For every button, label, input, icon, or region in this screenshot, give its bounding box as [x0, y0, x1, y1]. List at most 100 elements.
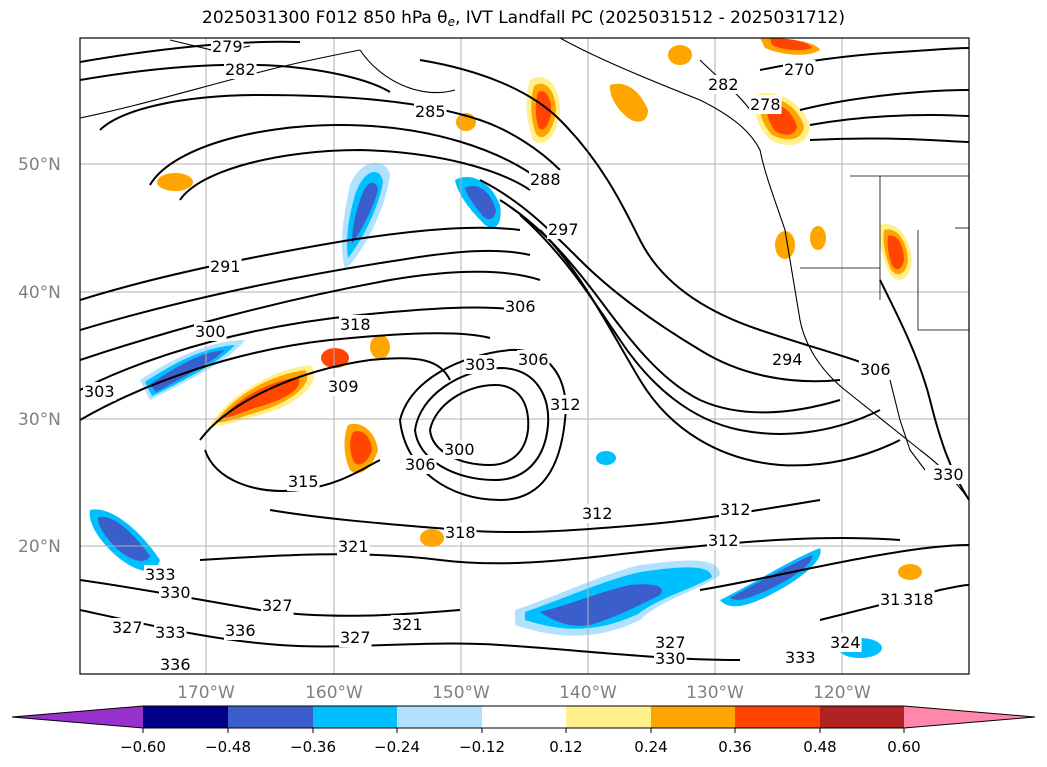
contour-labels: 279 282 285 288 291 297 306 300 303 318 …: [83, 37, 965, 674]
contour-label: 333: [155, 623, 186, 642]
contour-label: 300: [444, 440, 475, 459]
contour-label: 327: [340, 628, 371, 647]
latitude-labels: 50°N 40°N 30°N 20°N: [18, 155, 61, 557]
colorbar-tick-label: 0.60: [887, 738, 920, 756]
contour-label-halo: [529, 170, 562, 189]
colorbar-cell-extend-low: [12, 706, 143, 728]
colorbar: −0.60 −0.48 −0.36 −0.24 −0.12 0.12 0.24 …: [11, 705, 1036, 756]
contour-label: 306: [860, 360, 891, 379]
longitude-labels: 170°W 160°W 150°W 140°W 130°W 120°W: [177, 683, 871, 703]
contour-label: 306: [405, 455, 436, 474]
lon-label: 150°W: [432, 683, 490, 703]
contour-label-halo: [159, 583, 192, 602]
contour-label-halo: [859, 360, 892, 379]
contour-label: 336: [225, 621, 256, 640]
contour-label-halo: [783, 60, 816, 79]
contour-label-halo: [414, 102, 447, 121]
contour-label: 318: [340, 315, 371, 334]
colorbar-cell: [143, 706, 228, 728]
graticule: [80, 38, 969, 674]
contour-label: 330: [933, 465, 964, 484]
contour-label: 291: [210, 257, 241, 276]
contour-label: 333: [785, 648, 816, 667]
colorbar-cell: [820, 706, 904, 728]
contour-label: 318: [445, 523, 476, 542]
contour-label-halo: [154, 623, 187, 642]
lon-label: 140°W: [559, 683, 617, 703]
lat-label: 40°N: [18, 283, 61, 303]
contour-label: 327: [262, 596, 293, 615]
contour-label: 312: [582, 504, 613, 523]
contour-label-halo: [784, 648, 817, 667]
colorbar-ticks: [142, 728, 905, 733]
map-frame: [79, 37, 970, 675]
contour-label: 300: [195, 322, 226, 341]
colorbar-tick-label: −0.48: [205, 738, 251, 756]
contour-label-halo: [404, 455, 437, 474]
contour-label: 306: [505, 297, 536, 316]
contour-label-halo: [707, 531, 740, 550]
colorbar-tick-label: −0.60: [120, 738, 166, 756]
colorbar-cell: [228, 706, 313, 728]
contour-label-halo: [504, 297, 537, 316]
contour-label-halo: [339, 628, 372, 647]
contour-label-halo: [144, 565, 177, 584]
contour-label: 321: [338, 537, 369, 556]
map-title: 2025031300 F012 850 hPa θe, IVT Landfall…: [202, 8, 845, 29]
contour-label: 294: [772, 350, 803, 369]
contour-label-halo: [517, 350, 550, 369]
contour-label-halo: [337, 537, 370, 556]
contour-label-halo: [581, 504, 614, 523]
lon-label: 130°W: [686, 683, 744, 703]
contour-label: 270: [784, 60, 815, 79]
contour-label: 324: [830, 633, 861, 652]
contour-label: 333: [145, 565, 176, 584]
contour-label: 279: [212, 37, 243, 56]
contour-label-halo: [327, 377, 360, 396]
contour-label: 309: [328, 377, 359, 396]
contour-label: 321: [392, 615, 423, 634]
lon-label: 120°W: [813, 683, 871, 703]
contour-label: 327: [112, 618, 143, 637]
colorbar-cell: [397, 706, 482, 728]
lon-label: 160°W: [305, 683, 363, 703]
theta-e-contours: [80, 40, 969, 661]
contour-label: 312: [708, 531, 739, 550]
contour-label-halo: [211, 37, 244, 56]
contour-label-halo: [902, 590, 935, 609]
contour-label-halo: [194, 322, 227, 341]
contour-label-halo: [932, 465, 965, 484]
contour-label: 278: [750, 95, 781, 114]
contour-label: 303: [465, 355, 496, 374]
contour-label-halo: [287, 472, 320, 491]
colorbar-tick-label: 0.24: [634, 738, 667, 756]
contour-label: 297: [548, 220, 579, 239]
colorbar-cell: [566, 706, 651, 728]
contour-label-halo: [391, 615, 424, 634]
contour-label-halo: [464, 355, 497, 374]
contour-label-halo: [547, 220, 580, 239]
contour-label: 330: [655, 649, 686, 668]
contour-label: 282: [225, 60, 256, 79]
contour-label-halo: [444, 523, 477, 542]
contour-label-halo: [707, 75, 740, 94]
contour-label: 330: [160, 583, 191, 602]
contour-label: 318: [903, 590, 934, 609]
colorbar-cell: [313, 706, 397, 728]
colorbar-cell-extend-high: [904, 706, 1035, 728]
colorbar-tick-label: −0.12: [459, 738, 505, 756]
contour-label-halo: [829, 633, 862, 652]
lat-label: 30°N: [18, 410, 61, 430]
contour-label-halo: [654, 649, 687, 668]
colorbar-cell: [482, 706, 566, 728]
contour-label: 288: [530, 170, 561, 189]
contour-label-halo: [719, 500, 752, 519]
contour-label-halo: [159, 655, 192, 674]
colorbar-tick-label: 0.12: [549, 738, 582, 756]
contour-label-halo: [749, 95, 782, 114]
colorbar-cell: [651, 706, 735, 728]
contour-label-halo: [339, 315, 372, 334]
contour-label: 312: [720, 500, 751, 519]
contour-label: 312: [550, 395, 581, 414]
